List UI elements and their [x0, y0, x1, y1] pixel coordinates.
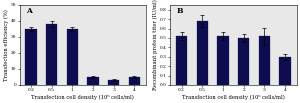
- Bar: [217, 36, 229, 85]
- Bar: [129, 77, 140, 85]
- Y-axis label: Transfection efficiency (%): Transfection efficiency (%): [4, 9, 9, 81]
- Bar: [196, 21, 208, 85]
- Text: A: A: [26, 7, 32, 15]
- Bar: [67, 29, 78, 85]
- Bar: [46, 24, 57, 85]
- Bar: [176, 36, 187, 85]
- Bar: [238, 38, 249, 85]
- Bar: [259, 36, 270, 85]
- Bar: [25, 29, 37, 85]
- Bar: [87, 77, 99, 85]
- Text: B: B: [176, 7, 183, 15]
- Bar: [279, 57, 291, 85]
- Y-axis label: Recombinant protein titer (IU/ml): Recombinant protein titer (IU/ml): [153, 0, 158, 90]
- Bar: [108, 80, 119, 85]
- X-axis label: Transfection cell density (10⁶ cells/ml): Transfection cell density (10⁶ cells/ml): [31, 94, 134, 99]
- X-axis label: Transfection cell density (10⁶ cells/ml): Transfection cell density (10⁶ cells/ml): [182, 94, 285, 99]
